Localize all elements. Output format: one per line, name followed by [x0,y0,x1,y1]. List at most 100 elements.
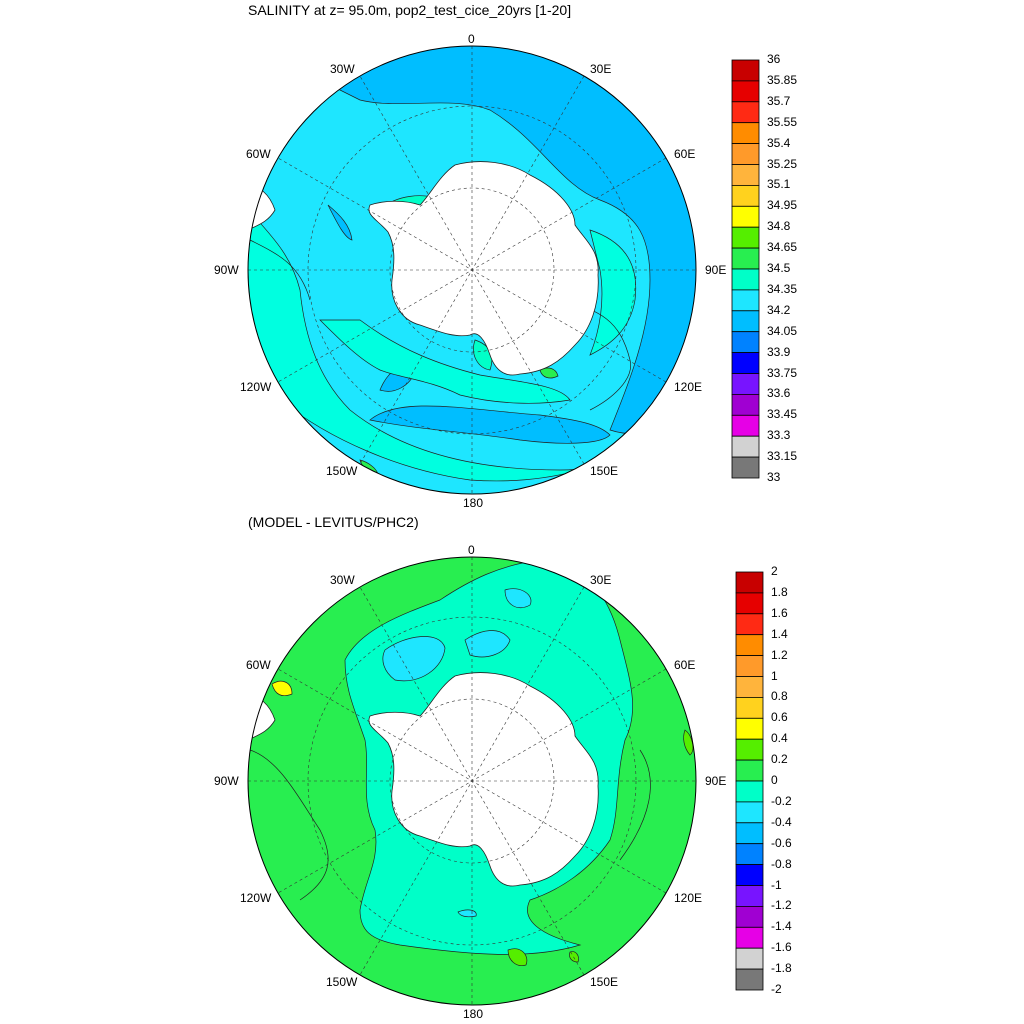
colorbar-box [735,676,764,698]
lon-label-90w: 90W [214,263,239,277]
colorbar-box [731,184,760,207]
graticule-2 [248,557,696,1005]
lon-label-60e: 60E [674,658,696,672]
colorbar-label: 34.2 [767,302,791,317]
colorbar-label: 0.6 [771,710,788,725]
salinity-colorbar [731,59,760,479]
colorbar-label: -0.4 [771,814,792,829]
colorbar-box [735,697,764,719]
colorbar-label: 34.95 [767,198,798,213]
colorbar-label: 1.2 [771,647,788,662]
colorbar-label: 33.9 [767,344,791,359]
colorbar-label: 33 [767,470,781,484]
colorbar-box [731,80,760,103]
lon-label-30e: 30E [590,62,612,76]
colorbar-label: 0.4 [771,731,788,746]
colorbar-label: 0.8 [771,689,788,704]
colorbar-box [735,655,764,677]
difference-colorbar [735,571,764,991]
lon-label-90w: 90W [214,774,239,788]
colorbar-box [731,331,760,354]
colorbar-label: 33.6 [767,386,791,401]
salinity-map [248,46,696,494]
colorbar-label: 33.75 [767,365,798,380]
colorbar-box [731,247,760,270]
colorbar-label: -1.6 [771,940,792,955]
lon-label-60e: 60E [674,147,696,161]
colorbar-label: 1.4 [771,626,788,641]
lon-label-120e: 120E [674,891,703,905]
lon-label-90e: 90E [705,774,727,788]
colorbar-box [731,59,760,82]
colorbar-label: -1.4 [771,919,792,934]
colorbar-label: 34.65 [767,240,798,255]
colorbar-label: 34.8 [767,219,791,234]
lon-label-0: 0 [468,32,475,46]
colorbar-label: 2 [771,564,778,578]
lon-label-30e: 30E [590,573,612,587]
colorbar-label: 35.85 [767,72,798,87]
colorbar-box [731,226,760,249]
map-boundary-1 [247,45,697,495]
colorbar-box [735,717,764,740]
colorbar-box [735,592,764,615]
colorbar-box [731,456,760,479]
lon-label-30w: 30W [330,62,355,76]
colorbar-label: 33.45 [767,407,798,422]
colorbar-box [731,373,760,395]
colorbar-box [735,822,764,845]
lon-label-60w: 60W [246,147,271,161]
colorbar-label: 35.4 [767,135,791,150]
colorbar-label: -2 [771,982,782,996]
colorbar-box [735,571,764,594]
colorbar-box [735,801,764,824]
graticule-1 [248,46,696,494]
colorbar-label: 33.3 [767,428,791,443]
lon-label-120w: 120W [240,380,272,394]
colorbar-label: 0.2 [771,752,788,767]
colorbar-label: -0.2 [771,793,792,808]
colorbar-box [735,968,764,991]
colorbar-label: -0.8 [771,856,792,871]
colorbar-box [735,885,764,907]
lon-label-120e: 120E [674,380,703,394]
colorbar-box [735,926,764,949]
colorbar-box [735,634,764,657]
lon-label-150e: 150E [590,975,619,989]
colorbar-box [731,122,760,144]
colorbar-box [731,143,760,165]
colorbar-box [735,864,764,886]
lon-label-0: 0 [468,543,475,557]
colorbar-label: 1.8 [771,584,788,599]
colorbar-box [731,352,760,374]
colorbar-label: 1.6 [771,605,788,620]
map-boundary-2 [247,556,697,1006]
colorbar-box [731,164,760,186]
colorbar-label: 34.5 [767,261,791,275]
colorbar-box [735,843,764,866]
colorbar-box [731,414,760,437]
colorbar-box [731,205,760,228]
colorbar-box [735,738,764,761]
colorbar-label: 35.7 [767,93,791,108]
colorbar-label: 34.05 [767,323,798,338]
lon-label-180: 180 [463,496,484,510]
colorbar-label: -1 [771,877,782,892]
colorbar-box [735,759,764,782]
colorbar-box [735,613,764,636]
colorbar-label: 36 [767,52,781,66]
colorbar-label: 35.25 [767,156,798,171]
colorbar-box [735,906,764,928]
plot2-title: (MODEL - LEVITUS/PHC2) [248,514,419,530]
colorbar-box [735,780,764,803]
lon-label-150w: 150W [326,464,358,478]
colorbar-box [731,310,760,333]
lon-label-60w: 60W [246,658,271,672]
difference-map [248,557,696,1005]
colorbar-label: -0.6 [771,835,792,850]
colorbar-label: -1.2 [771,898,792,913]
colorbar-box [731,393,760,416]
colorbar-box [731,435,760,458]
lon-label-180: 180 [463,1007,484,1021]
